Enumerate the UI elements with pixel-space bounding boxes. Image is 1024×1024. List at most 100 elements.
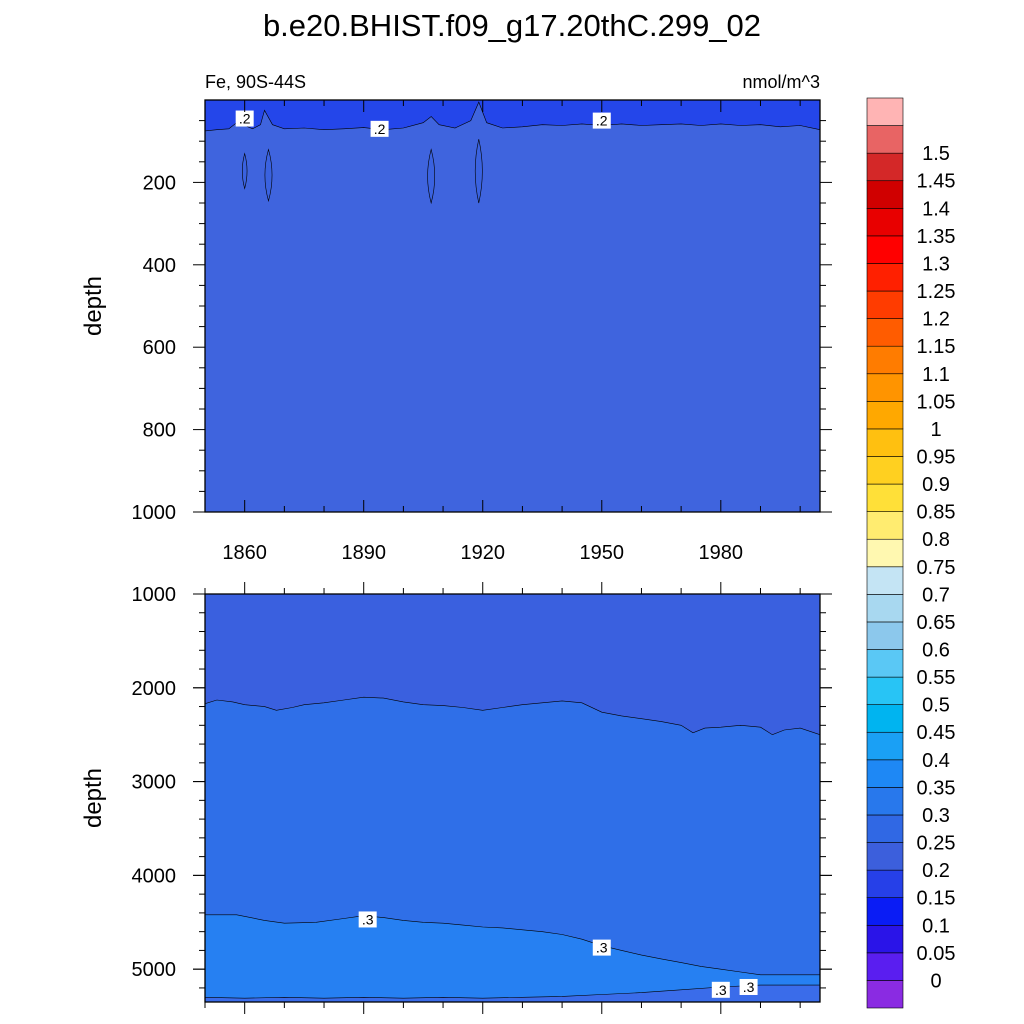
upper-contour-label-box: [592, 112, 611, 129]
colorbar-label: 0.4: [922, 750, 950, 772]
colorbar-label: 0.35: [917, 777, 956, 799]
lower-bottom-fill: [205, 985, 820, 1002]
colorbar-label: 1.3: [922, 254, 950, 276]
lower-y-axis-label: depth: [80, 768, 107, 828]
upper-x-tick-label: 1950: [580, 542, 625, 564]
colorbar-label: 0.5: [922, 695, 950, 717]
colorbar-box: [866, 428, 904, 457]
colorbar-label: 0.9: [922, 474, 950, 496]
upper-left-label: Fe, 90S-44S: [205, 72, 306, 92]
colorbar-box: [866, 869, 904, 898]
colorbar-label: 0.65: [917, 612, 956, 634]
upper-contour-label: .2: [374, 121, 386, 137]
upper-contour-lines: [204, 101, 821, 205]
colorbar-label: 0.85: [917, 502, 956, 524]
lower-contour-labels: .3 .3 .3 .3: [358, 911, 758, 998]
upper-x-tick-labels: 1860 1890 1920 1950 1980: [222, 542, 743, 564]
upper-contour-line: [204, 101, 821, 132]
colorbar-box: [866, 152, 904, 182]
colorbar-label: 1.4: [922, 198, 950, 220]
colorbar-boxes: [866, 97, 904, 1009]
upper-x-tick-label: 1980: [699, 542, 744, 564]
upper-contour-label: .2: [239, 111, 251, 127]
upper-y-tick-label: 1000: [132, 502, 177, 524]
upper-contour-label-box: [235, 110, 254, 127]
colorbar-box: [866, 180, 904, 209]
colorbar-box: [866, 538, 904, 568]
upper-contour-lens: [264, 148, 273, 203]
upper-plot: Fe, 90S-44S nmol/m^3 depth .2 .2 .2 200 400…: [80, 72, 832, 564]
colorbar-box: [866, 924, 904, 954]
colorbar-label: 1.5: [922, 143, 950, 165]
colorbar-box: [866, 759, 904, 788]
colorbar-label: 0.05: [917, 943, 956, 965]
lower-contour-label-box: [711, 981, 730, 998]
colorbar-box: [866, 263, 904, 292]
upper-contour-label-box: [370, 120, 389, 137]
lower-contour-line: [204, 984, 820, 999]
upper-x-tick-label: 1890: [341, 542, 386, 564]
colorbar-box: [866, 787, 904, 816]
colorbar: 0 0.05 0.1 0.15 0.2 0.25 0.3 0.35 0.4 0.45 0.5 0.55…: [866, 97, 956, 1009]
colorbar-box: [866, 318, 904, 347]
lower-contour-label-box: [358, 911, 377, 928]
colorbar-box: [866, 649, 904, 678]
colorbar-label: 0.95: [917, 447, 956, 469]
colorbar-box: [866, 401, 904, 430]
colorbar-box: [866, 952, 904, 981]
lower-contour-fills: [205, 594, 820, 1002]
lower-plot: depth .3 .3 .3 .3 1000 2000 3000 4000 5000: [80, 582, 832, 1014]
colorbar-box: [866, 621, 904, 650]
lower-contour-label: .3: [362, 911, 374, 927]
colorbar-box: [866, 594, 904, 623]
colorbar-box: [866, 235, 904, 264]
lower-y-tick-label: 5000: [132, 959, 177, 981]
lower-contour-label-box: [739, 978, 758, 995]
lower-contour-label: .3: [743, 979, 755, 995]
colorbar-label: 1.35: [917, 226, 956, 248]
colorbar-box: [866, 208, 904, 237]
colorbar-box: [866, 373, 904, 402]
colorbar-box: [866, 980, 904, 1009]
upper-right-label: nmol/m^3: [743, 72, 820, 92]
colorbar-label: 1.05: [917, 391, 956, 413]
colorbar-box: [866, 731, 904, 761]
colorbar-label: 1.1: [922, 364, 950, 386]
colorbar-label: 0.8: [922, 529, 950, 551]
upper-y-tick-label: 400: [143, 255, 176, 277]
colorbar-label: 0.15: [917, 888, 956, 910]
colorbar-box: [866, 345, 904, 375]
colorbar-label: 0.25: [917, 833, 956, 855]
lower-y-tick-label: 1000: [132, 584, 177, 606]
upper-contour-lens: [241, 152, 248, 190]
colorbar-label: 1.2: [922, 309, 950, 331]
lower-plot-frame: [204, 593, 821, 1003]
lower-contour-label: .3: [596, 940, 608, 956]
colorbar-label: 1: [930, 419, 941, 441]
lower-ticks: [193, 582, 832, 1014]
colorbar-box: [866, 511, 904, 540]
upper-y-axis-label: depth: [80, 276, 107, 336]
lower-contour-label: .3: [715, 982, 727, 998]
upper-plot-frame: [204, 99, 821, 513]
colorbar-label: 1.45: [917, 171, 956, 193]
upper-y-tick-label: 800: [143, 420, 176, 442]
colorbar-label: 0.2: [922, 860, 950, 882]
colorbar-label: 0.7: [922, 584, 950, 606]
upper-main-fill: [205, 100, 820, 512]
lower-y-tick-label: 4000: [132, 865, 177, 887]
colorbar-label: 1.15: [917, 336, 956, 358]
colorbar-box: [866, 897, 904, 926]
upper-contour-lens: [474, 139, 483, 204]
upper-contour-lens: [427, 148, 436, 205]
colorbar-box: [866, 483, 904, 512]
colorbar-label: 0.45: [917, 722, 956, 744]
lower-contour-line: [204, 696, 821, 736]
lower-contour-label-box: [592, 939, 611, 956]
upper-x-tick-label: 1920: [460, 542, 505, 564]
colorbar-box: [866, 290, 904, 319]
colorbar-box: [866, 814, 904, 843]
colorbar-label: 0.6: [922, 640, 950, 662]
lower-contour-lines: [204, 696, 821, 999]
